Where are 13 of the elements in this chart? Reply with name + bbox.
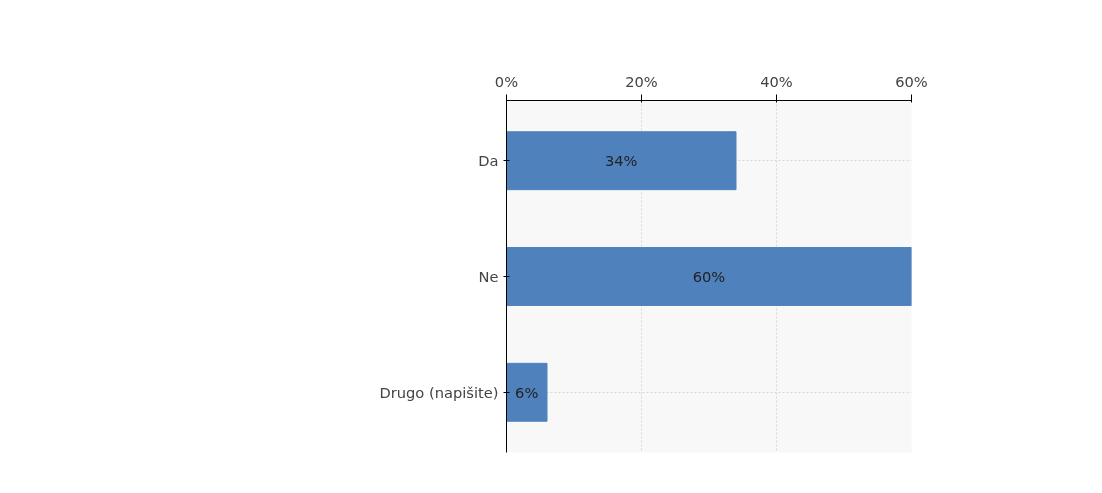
bar: [506, 362, 548, 422]
x-tick-label: 60%: [895, 72, 928, 90]
y-tick-label: Da: [478, 152, 499, 170]
data-label: 60%: [692, 268, 726, 285]
data-label: 6%: [515, 383, 539, 401]
x-tick-label: 20%: [625, 72, 658, 90]
y-tick-label: Drugo (napišite): [379, 383, 499, 401]
x-tick-label: 0%: [494, 72, 519, 90]
data-label: 34%: [604, 152, 638, 170]
x-tick-label: 40%: [760, 72, 793, 90]
bar: [506, 247, 912, 306]
bar: [506, 131, 737, 191]
y-tick-label: Ne: [478, 268, 499, 285]
